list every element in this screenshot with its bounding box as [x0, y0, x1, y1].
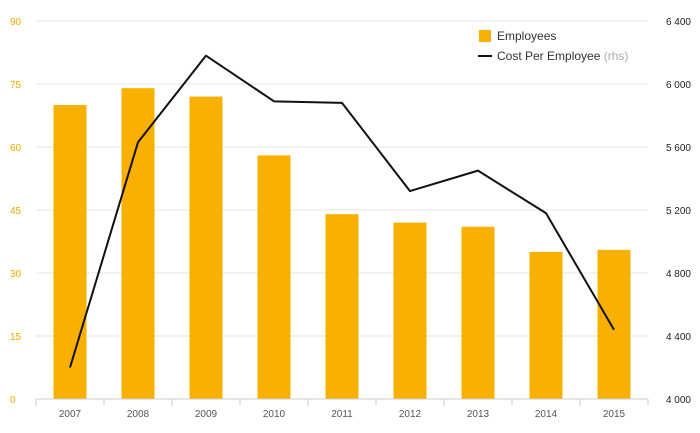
left-tick-label: 15 [10, 332, 22, 343]
x-tick-label: 2011 [331, 409, 353, 420]
bar [325, 214, 359, 399]
x-axis: 2007 2008 2009 2010 2011 2012 2013 2014 2015 [35, 398, 649, 420]
bar [121, 88, 155, 399]
right-tick-label: 5 600 [666, 143, 691, 154]
x-tick-label: 2012 [399, 409, 422, 420]
legend: Employees Cost Per Employee (rhs) [478, 29, 628, 63]
right-tick-label: 4 400 [666, 332, 691, 343]
x-tick-label: 2013 [467, 409, 490, 420]
bar [461, 226, 495, 399]
legend-label: Cost Per Employee (rhs) [497, 49, 628, 63]
bar [53, 105, 87, 399]
bar [393, 222, 427, 399]
left-tick-label: 0 [10, 395, 16, 406]
left-tick-label: 90 [10, 17, 22, 28]
x-tick-label: 2009 [195, 409, 218, 420]
left-tick-label: 60 [10, 143, 22, 154]
x-tick-label: 2010 [263, 409, 286, 420]
left-axis-ticks: 0 15 30 45 60 75 90 [10, 17, 22, 406]
bar [597, 249, 631, 399]
right-tick-label: 4 800 [666, 269, 691, 280]
legend-note: (rhs) [600, 49, 628, 63]
legend-swatch-employees [479, 30, 491, 42]
employees-bars [53, 88, 631, 399]
legend-label: Employees [497, 29, 556, 43]
right-tick-label: 5 200 [666, 206, 691, 217]
bar [189, 96, 223, 399]
x-tick-label: 2014 [535, 409, 558, 420]
right-tick-label: 4 000 [666, 395, 691, 406]
left-tick-label: 45 [10, 206, 22, 217]
bar [529, 252, 563, 399]
right-tick-label: 6 000 [666, 80, 691, 91]
right-axis-ticks: 4 000 4 400 4 800 5 200 5 600 6 000 6 400 [666, 17, 691, 406]
left-tick-label: 75 [10, 80, 22, 91]
x-tick-label: 2007 [59, 409, 82, 420]
x-tick-label: 2015 [603, 409, 626, 420]
x-tick-label: 2008 [127, 409, 150, 420]
bar [257, 155, 291, 399]
cost-per-employee-line [69, 54, 615, 368]
left-tick-label: 30 [10, 269, 22, 280]
right-tick-label: 6 400 [666, 17, 691, 28]
